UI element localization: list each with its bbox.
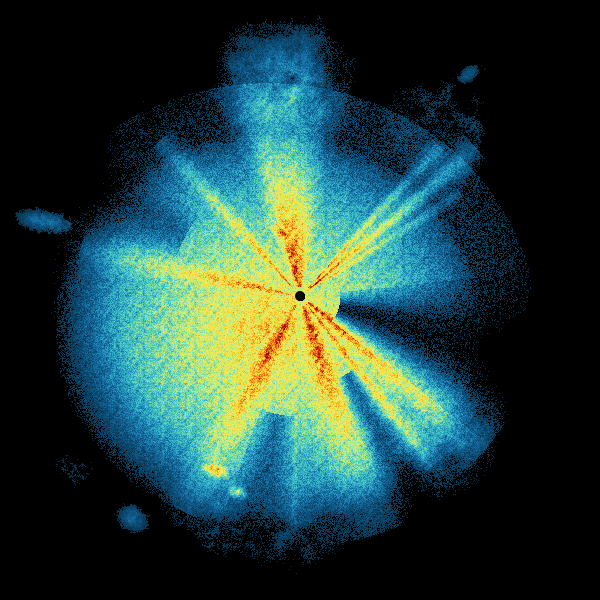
radar-display: Reflectivity dBZ 0.5 deg radar-site (0, 0, 600, 600)
radar-reflectivity-canvas[interactable] (0, 0, 600, 600)
